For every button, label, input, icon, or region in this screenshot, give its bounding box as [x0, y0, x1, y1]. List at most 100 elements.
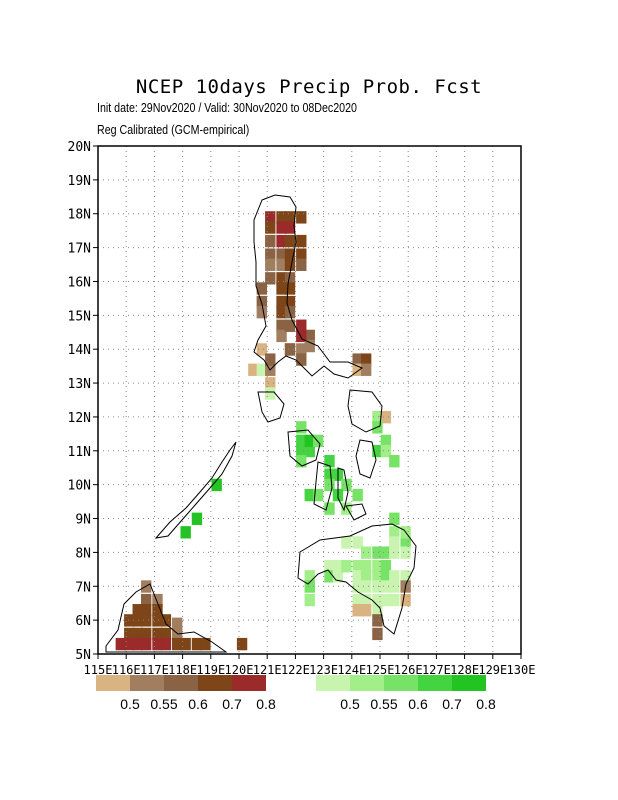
prob-cell	[352, 604, 363, 617]
prob-cell	[276, 221, 287, 234]
prob-cell	[296, 421, 307, 434]
prob-cell	[389, 526, 400, 539]
prob-cell	[372, 411, 383, 424]
coastline-leyte	[355, 439, 377, 479]
prob-cell	[400, 593, 411, 607]
legend-swatch	[316, 675, 350, 691]
prob-cell	[248, 363, 259, 376]
prob-cell	[124, 637, 135, 651]
prob-cell	[296, 329, 307, 343]
prob-cell	[152, 614, 163, 627]
prob-cell	[352, 560, 363, 573]
coastline-bohol	[345, 503, 367, 521]
lon-label: 125E	[366, 663, 395, 677]
lat-label: 20N	[68, 140, 91, 155]
prob-cell	[124, 614, 135, 627]
coastline-cebu	[337, 467, 349, 512]
probability-cells	[115, 211, 411, 651]
prob-cell	[296, 434, 307, 448]
prob-cell	[284, 234, 296, 248]
prob-cell	[389, 593, 400, 607]
prob-cell	[372, 444, 383, 458]
prob-cell	[360, 363, 372, 376]
prob-cell	[141, 593, 152, 607]
prob-cell	[352, 593, 363, 607]
lat-label: 10N	[68, 479, 91, 494]
prob-cell	[296, 455, 307, 468]
prob-cell	[389, 536, 400, 549]
lon-label: 121E	[253, 663, 282, 677]
prob-cell	[284, 343, 296, 356]
prob-cell	[211, 478, 222, 492]
prob-cell	[372, 627, 383, 641]
legend-label: 0.8	[476, 696, 496, 712]
legend-wet: 0.5 0.55 0.6 0.7 0.8	[316, 675, 496, 712]
prob-cell	[400, 570, 411, 583]
prob-cell	[265, 234, 276, 248]
prob-cell	[313, 488, 324, 502]
prob-cell	[276, 282, 287, 295]
coastline-mindoro	[257, 391, 285, 423]
prob-cell	[191, 512, 203, 525]
prob-cell	[380, 560, 392, 573]
legend-label: 0.55	[150, 696, 177, 712]
prob-cell	[276, 211, 287, 224]
prob-cell	[132, 637, 143, 651]
prob-cell	[236, 637, 248, 651]
prob-cell	[296, 343, 307, 356]
prob-cell	[380, 546, 392, 559]
prob-cell	[389, 455, 400, 468]
prob-cell	[284, 221, 296, 234]
prob-cell	[372, 593, 383, 607]
prob-cell	[360, 560, 372, 573]
prob-cell	[324, 502, 335, 515]
prob-cell	[115, 637, 126, 651]
lat-label: 17N	[68, 242, 91, 257]
prob-cell	[172, 637, 183, 651]
prob-cell	[141, 637, 152, 651]
prob-cell	[304, 593, 315, 607]
prob-cell	[352, 363, 363, 376]
prob-cell	[296, 319, 307, 332]
prob-cell	[132, 627, 143, 641]
prob-cell	[380, 411, 392, 424]
prob-cell	[360, 604, 372, 617]
legend-label: 0.8	[256, 696, 276, 712]
lon-label: 117E	[140, 663, 169, 677]
legend-label: 0.6	[188, 696, 208, 712]
legend-swatch	[350, 675, 384, 691]
prob-cell	[324, 455, 335, 468]
lat-label: 6N	[75, 614, 91, 629]
prob-cell	[372, 604, 383, 617]
lat-label: 5N	[75, 648, 91, 663]
map-frame	[97, 145, 522, 655]
prob-cell	[372, 614, 383, 627]
coastline-luzon	[253, 194, 364, 379]
prob-cell	[352, 488, 363, 502]
prob-cell	[160, 637, 172, 651]
legend-label: 0.55	[370, 696, 397, 712]
coastline-samar	[347, 389, 383, 433]
prob-cell	[296, 248, 307, 261]
lon-label: 122E	[281, 663, 310, 677]
prob-cell	[332, 560, 344, 573]
legend-swatch	[384, 675, 418, 691]
prob-cell	[296, 234, 307, 248]
lat-label: 8N	[75, 546, 91, 561]
prob-cell	[276, 248, 287, 261]
prob-cell	[400, 536, 411, 549]
legend-label: 0.5	[340, 696, 360, 712]
prob-cell	[265, 353, 276, 366]
lat-label: 16N	[68, 275, 91, 290]
prob-cell	[180, 526, 191, 539]
legend-swatch	[164, 675, 198, 691]
lon-label: 124E	[337, 663, 366, 677]
prob-cell	[276, 319, 287, 332]
prob-cell	[276, 306, 287, 319]
prob-cell	[380, 580, 392, 593]
calibration-method: Reg Calibrated (GCM-empirical)	[97, 122, 250, 137]
lat-label: 18N	[68, 208, 91, 223]
prob-cell	[265, 377, 276, 390]
lat-label: 13N	[68, 377, 91, 392]
prob-cell	[380, 434, 392, 448]
